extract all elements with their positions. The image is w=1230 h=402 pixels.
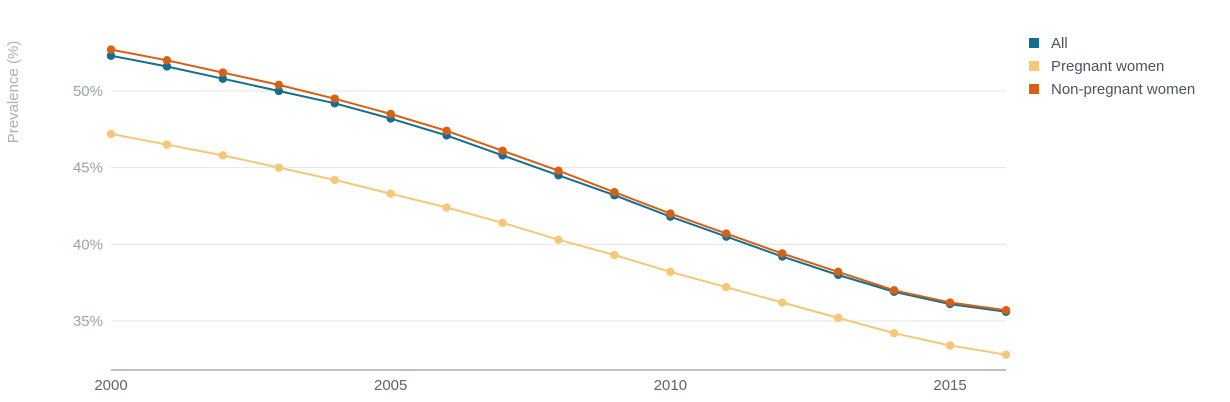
- data-point[interactable]: [722, 283, 731, 292]
- data-point[interactable]: [554, 166, 563, 175]
- series-line: [110, 48, 1007, 312]
- data-point[interactable]: [498, 146, 507, 155]
- legend-swatch: [1029, 38, 1039, 48]
- data-point[interactable]: [889, 286, 899, 295]
- data-point[interactable]: [666, 209, 675, 218]
- data-point[interactable]: [218, 68, 228, 77]
- data-point[interactable]: [610, 187, 619, 197]
- data-point[interactable]: [330, 94, 339, 103]
- data-point[interactable]: [386, 189, 395, 198]
- data-point[interactable]: [778, 298, 787, 307]
- data-point[interactable]: [162, 140, 172, 149]
- data-point[interactable]: [106, 45, 116, 54]
- data-point[interactable]: [498, 218, 507, 228]
- data-point[interactable]: [610, 250, 619, 260]
- x-axis: 2000 2005 2010 2015: [94, 369, 1006, 394]
- legend-item[interactable]: All: [1029, 35, 1068, 52]
- data-point[interactable]: [554, 235, 563, 244]
- data-point[interactable]: [833, 313, 843, 323]
- legend-item[interactable]: Non-pregnant women: [1029, 81, 1195, 98]
- legend-item[interactable]: Pregnant women: [1029, 58, 1164, 75]
- legend-swatch: [1029, 84, 1039, 94]
- data-point[interactable]: [1001, 350, 1011, 359]
- legend-label: Pregnant women: [1051, 58, 1164, 75]
- x-tick-label: 2005: [374, 377, 407, 394]
- legend: All Pregnant women Non-pregnant women: [1029, 35, 1195, 98]
- data-point[interactable]: [218, 74, 228, 83]
- series-line: [110, 54, 1007, 313]
- data-point[interactable]: [386, 109, 395, 119]
- data-point[interactable]: [274, 80, 284, 90]
- data-point[interactable]: [442, 203, 451, 212]
- data-point[interactable]: [274, 163, 284, 172]
- x-tick-label: 2010: [654, 377, 687, 394]
- legend-label: Non-pregnant women: [1051, 81, 1195, 98]
- y-axis-label: Prevalence (%): [5, 41, 22, 144]
- y-tick-label: 40%: [73, 236, 103, 253]
- data-point[interactable]: [162, 56, 172, 65]
- data-point[interactable]: [945, 341, 955, 350]
- series-layer: [106, 45, 1011, 359]
- data-point[interactable]: [330, 175, 339, 185]
- data-point[interactable]: [162, 62, 172, 71]
- data-point[interactable]: [274, 86, 284, 96]
- data-point[interactable]: [722, 229, 731, 238]
- series-non-pregnant-women: [106, 45, 1011, 315]
- grid: [111, 90, 1006, 322]
- data-point[interactable]: [106, 129, 116, 139]
- data-point[interactable]: [945, 298, 955, 307]
- y-tick-label: 45%: [73, 160, 103, 177]
- series-pregnant-women: [106, 129, 1011, 359]
- data-point[interactable]: [666, 267, 675, 277]
- data-point[interactable]: [218, 151, 228, 160]
- data-point[interactable]: [778, 249, 787, 258]
- x-tick-label: 2015: [933, 377, 966, 394]
- data-point[interactable]: [106, 51, 116, 60]
- legend-label: All: [1051, 35, 1068, 52]
- data-point[interactable]: [1001, 306, 1011, 315]
- x-tick-label: 2000: [94, 377, 127, 394]
- y-tick-label: 35%: [73, 313, 103, 330]
- y-tick-label: 50%: [73, 83, 103, 100]
- data-point[interactable]: [889, 329, 899, 338]
- y-axis: 35% 40% 45% 50%: [73, 83, 103, 330]
- data-point[interactable]: [442, 126, 451, 136]
- data-point[interactable]: [833, 267, 843, 277]
- legend-swatch: [1029, 61, 1039, 71]
